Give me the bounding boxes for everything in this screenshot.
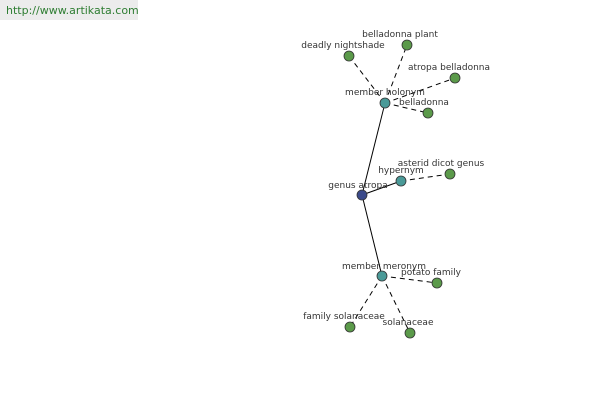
header: http://www.artikata.com	[0, 0, 139, 20]
edge	[384, 44, 408, 104]
edge	[349, 275, 383, 328]
edge	[384, 77, 456, 104]
node	[444, 168, 456, 180]
node	[376, 270, 388, 282]
node-label: asterid dicot genus	[398, 159, 485, 169]
labels: genus atropa member holonym hypernym mem…	[301, 30, 490, 328]
nodes	[343, 39, 461, 339]
node-label: belladonna plant	[362, 30, 438, 40]
node	[395, 175, 407, 187]
node	[344, 321, 356, 333]
node	[401, 39, 413, 51]
node	[343, 50, 355, 62]
node-label: member meronym	[342, 262, 426, 272]
site-link[interactable]: http://www.artikata.com	[6, 4, 139, 17]
node-label: potato family	[401, 268, 462, 278]
node	[379, 97, 391, 109]
node	[404, 327, 416, 339]
edge	[384, 102, 429, 114]
node-label: genus atropa	[328, 181, 388, 191]
node-label: hypernym	[378, 166, 424, 176]
edges	[348, 44, 456, 334]
node	[422, 107, 434, 119]
node	[431, 277, 443, 289]
edge	[381, 275, 438, 284]
node-label: family solanaceae	[303, 312, 385, 322]
node	[449, 72, 461, 84]
edge	[348, 55, 386, 104]
node-label: atropa belladonna	[408, 63, 490, 73]
node	[356, 189, 368, 201]
node-label: deadly nightshade	[301, 41, 385, 51]
edge	[381, 275, 411, 334]
node-label: member holonym	[345, 88, 425, 98]
node-label: belladonna	[399, 98, 449, 108]
node-label: solanaceae	[383, 318, 434, 328]
edge	[361, 194, 383, 277]
edge	[361, 180, 402, 196]
edge	[361, 102, 386, 196]
